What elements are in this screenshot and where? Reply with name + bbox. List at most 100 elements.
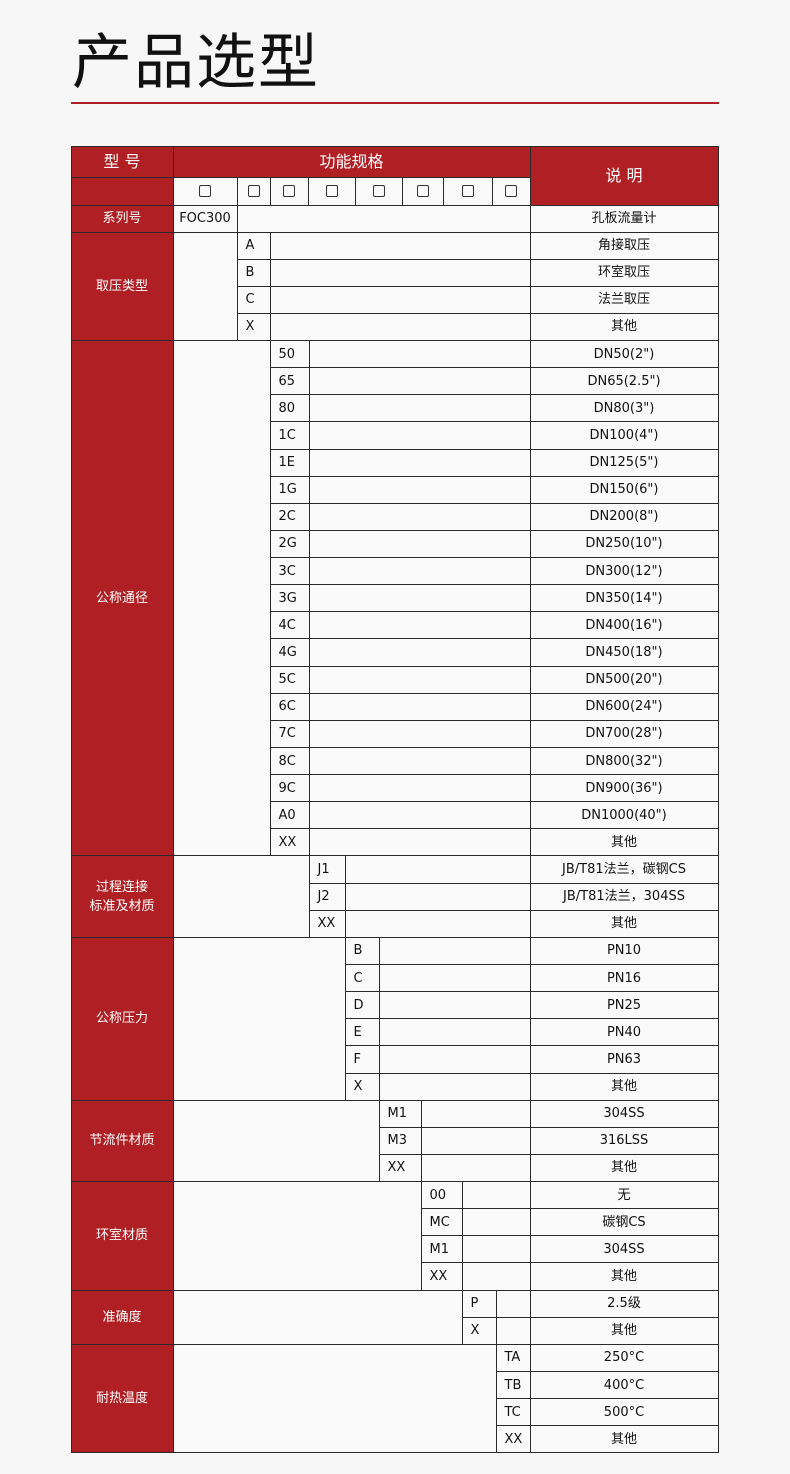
checkbox-icon[interactable] [372, 185, 385, 197]
option-description: 其他 [529, 909, 719, 938]
option-description: DN100(4") [529, 421, 719, 450]
option-code-text: 1G [278, 482, 297, 498]
header-model: 型 号 [70, 145, 174, 178]
group-blank [172, 340, 271, 857]
option-code-text: C [245, 292, 255, 308]
option-description: 500°C [529, 1398, 719, 1427]
option-code: M1 [378, 1099, 422, 1128]
group-blank [172, 1099, 380, 1183]
group-label-text: 公称通径 [95, 590, 148, 606]
checkbox-icon[interactable] [416, 185, 429, 197]
option-code: 00 [420, 1181, 463, 1210]
title-divider [71, 102, 719, 104]
group-label: 准确度 [70, 1289, 174, 1345]
checkbox-cell [269, 176, 309, 206]
option-description: DN700(28") [529, 719, 719, 748]
group-label: 节流件材质 [70, 1099, 174, 1183]
option-code: M1 [420, 1235, 463, 1264]
option-description-text: DN300(12") [585, 563, 663, 579]
option-code-text: 4C [278, 617, 296, 633]
option-code: 2C [269, 502, 310, 531]
group-label: 取压类型 [70, 231, 174, 342]
option-code-text: F [353, 1051, 361, 1067]
option-blank [269, 285, 531, 314]
checkbox-icon[interactable] [247, 185, 260, 197]
option-description: 其他 [529, 312, 719, 341]
option-code: 1E [269, 448, 310, 477]
option-code-text: B [245, 265, 255, 281]
option-blank [269, 312, 531, 341]
option-description-text: DN80(3") [593, 400, 655, 416]
option-code: 1G [269, 475, 310, 504]
checkbox-icon[interactable] [283, 185, 295, 197]
option-description: 其他 [529, 1153, 719, 1183]
option-code-text: 3C [278, 563, 296, 579]
group-label-text: 过程连接 标准及材质 [89, 879, 155, 914]
checkbox-cell [236, 176, 271, 206]
option-code: B [236, 258, 271, 287]
option-code: X [461, 1316, 497, 1345]
option-description: DN600(24") [529, 692, 719, 721]
option-code-text: J2 [317, 889, 330, 905]
option-code-text: XX [387, 1160, 406, 1176]
checkbox-icon[interactable] [199, 185, 211, 197]
option-blank [308, 340, 531, 369]
option-code: X [344, 1072, 380, 1101]
option-description-text: 其他 [610, 1079, 637, 1095]
checkbox-icon[interactable] [505, 185, 517, 197]
option-blank [308, 828, 531, 857]
option-code-text: P [470, 1296, 479, 1312]
option-description-text: 其他 [610, 1323, 637, 1339]
option-blank [378, 1018, 531, 1047]
option-code: A0 [269, 801, 310, 830]
option-description-text: DN65(2.5") [587, 373, 661, 389]
option-description-text: DN1000(40") [581, 807, 667, 823]
option-description: 250°C [529, 1343, 719, 1372]
option-description: JB/T81法兰，碳钢CS [529, 855, 719, 884]
option-blank [420, 1126, 531, 1155]
option-code: C [344, 964, 380, 993]
group-label-text: 取压类型 [95, 278, 148, 294]
option-code-text: 4G [278, 645, 297, 660]
option-code: M3 [378, 1126, 422, 1155]
option-blank [308, 367, 531, 396]
option-description-text: JB/T81法兰，碳钢CS [562, 862, 686, 878]
option-code: X [236, 312, 271, 341]
option-description-text: DN700(28") [585, 726, 663, 742]
option-code: A [236, 231, 271, 260]
option-code-text: 65 [278, 373, 296, 389]
option-code-text: C [353, 970, 363, 986]
option-code-text: M1 [429, 1241, 450, 1257]
option-code: J1 [308, 855, 346, 884]
option-code-text: TB [504, 1377, 522, 1393]
option-description: 环室取压 [529, 258, 719, 287]
checkbox-icon[interactable] [461, 185, 474, 197]
option-code-text: J1 [317, 862, 330, 878]
checkbox-cell [491, 176, 531, 206]
checkbox-icon[interactable] [325, 185, 338, 197]
option-blank [308, 611, 531, 640]
option-code: 3C [269, 557, 310, 586]
option-code: E [344, 1018, 380, 1047]
option-description-text: DN900(36") [585, 780, 663, 796]
group-label: 公称通径 [70, 340, 174, 857]
option-code-text: 9C [278, 780, 296, 796]
option-code: TA [495, 1343, 531, 1372]
option-description-text: 400°C [603, 1377, 645, 1393]
option-description-text: PN40 [606, 1024, 642, 1040]
page-title: 产品选型 [72, 28, 320, 98]
checkbox-cell [172, 176, 238, 206]
option-code-text: XX [317, 916, 336, 932]
option-blank [461, 1181, 531, 1210]
option-description-text: PN25 [606, 997, 642, 1013]
option-code: 1C [269, 421, 310, 450]
option-description-text: 250°C [603, 1350, 645, 1366]
option-code-text: 3G [278, 590, 297, 606]
option-description-text: 其他 [610, 1431, 637, 1447]
option-code-text: E [353, 1024, 362, 1040]
option-description: DN300(12") [529, 557, 719, 586]
option-code: 5C [269, 665, 310, 694]
option-code: TB [495, 1370, 531, 1400]
option-description: 其他 [529, 1262, 719, 1291]
option-blank [308, 774, 531, 803]
